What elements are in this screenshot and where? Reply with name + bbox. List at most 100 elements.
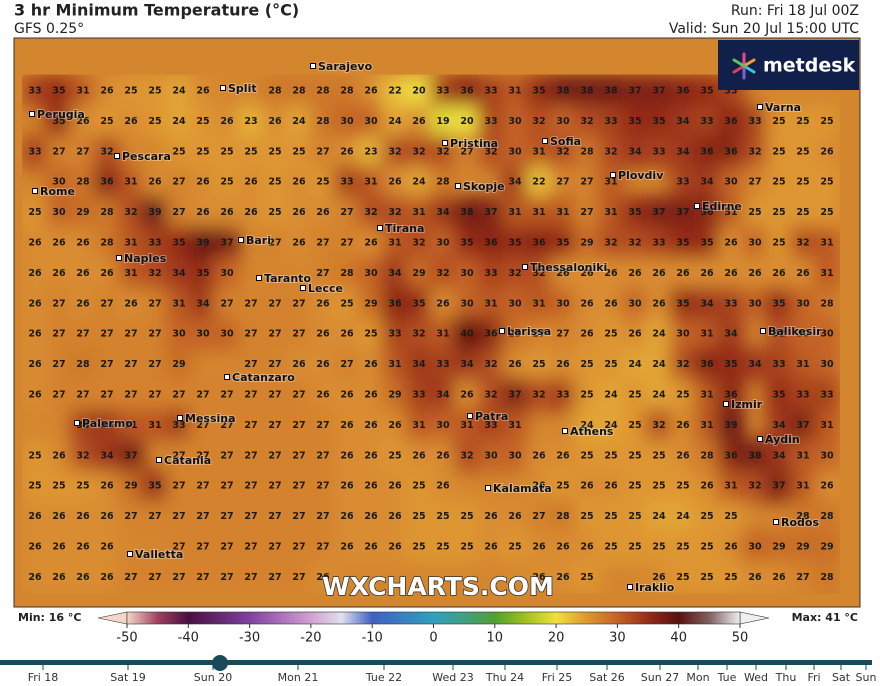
temperature-value: 39: [724, 420, 737, 431]
temperature-cell: [598, 500, 624, 533]
city-marker: [610, 172, 616, 178]
temperature-value: 26: [28, 329, 42, 340]
temperature-value: 28: [820, 511, 834, 522]
temperature-cell: [22, 561, 48, 594]
timeline-handle[interactable]: [212, 655, 228, 671]
temperature-cell: [694, 378, 720, 412]
temperature-value: 36: [460, 86, 474, 97]
timeline-label[interactable]: Sat: [832, 671, 851, 684]
temperature-cell: [310, 257, 336, 290]
temperature-cell: [670, 470, 696, 503]
temperature-value: 26: [604, 268, 618, 279]
temperature-cell: [406, 257, 432, 290]
temperature-cell: [694, 196, 720, 229]
temperature-cell: [190, 287, 216, 320]
temperature-value: 33: [76, 420, 89, 431]
timeline-label[interactable]: Fri: [807, 671, 820, 684]
timeline-label[interactable]: Mon 21: [278, 671, 319, 684]
timeline-label[interactable]: Tue 22: [365, 671, 402, 684]
temperature-value: 35: [772, 390, 785, 401]
timeline-label[interactable]: Mon: [686, 671, 709, 684]
temperature-value: 26: [52, 572, 66, 583]
temperature-value: 27: [196, 420, 209, 431]
temperature-cell: [214, 166, 240, 199]
temperature-value: 31: [532, 207, 545, 218]
timeline-label[interactable]: Sat 19: [110, 671, 146, 684]
temperature-cell: [550, 257, 576, 290]
temperature-value: 26: [244, 177, 258, 188]
temperature-value: 31: [124, 238, 137, 249]
temperature-cell: [46, 257, 72, 290]
temperature-value: 32: [436, 268, 449, 279]
timeline-label[interactable]: Sun: [856, 671, 877, 684]
temperature-cell: [46, 105, 72, 138]
temperature-cell: [814, 470, 840, 503]
temperature-cell: [718, 318, 744, 351]
temperature-cell: [286, 135, 312, 168]
temperature-value: 35: [628, 207, 641, 218]
temperature-cell: [550, 196, 576, 229]
timeline-label[interactable]: Thu: [775, 671, 797, 684]
temperature-cell: [262, 470, 288, 503]
temperature-value: 27: [268, 420, 281, 431]
temperature-value: 26: [52, 238, 66, 249]
temperature-value: 25: [292, 146, 305, 157]
timeline-label[interactable]: Fri 18: [28, 671, 59, 684]
temperature-value: 32: [364, 207, 377, 218]
timeline-label[interactable]: Tue: [717, 671, 737, 684]
timeline-label[interactable]: Wed 23: [432, 671, 473, 684]
temperature-cell: [502, 318, 528, 351]
temperature-cell: [598, 470, 624, 503]
temperature-cell: [646, 409, 672, 442]
temperature-value: 27: [268, 572, 281, 583]
temperature-value: 27: [172, 207, 185, 218]
temperature-cell: [190, 409, 216, 442]
timeline-label[interactable]: Sun 27: [641, 671, 679, 684]
temperature-cell: [790, 530, 816, 564]
temperature-value: 26: [772, 268, 786, 279]
temperature-cell: [238, 500, 264, 533]
temperature-cell: [598, 287, 624, 320]
temperature-cell: [550, 470, 576, 503]
temperature-cell: [262, 226, 288, 260]
timeline-label[interactable]: Sun 20: [194, 671, 232, 684]
temperature-value: 26: [724, 542, 738, 553]
temperature-value: 26: [340, 146, 354, 157]
temperature-value: 32: [748, 146, 761, 157]
timeline-label[interactable]: Thu 24: [485, 671, 524, 684]
timeline-label[interactable]: Wed: [744, 671, 768, 684]
temperature-cell: [118, 348, 144, 381]
temperature-value: 26: [532, 450, 546, 461]
temperature-value: 30: [676, 329, 690, 340]
temperature-value: 32: [556, 146, 569, 157]
temperature-cell: [22, 257, 48, 290]
temperature-value: 27: [100, 329, 113, 340]
temperature-value: 25: [316, 177, 329, 188]
temperature-value: 32: [484, 146, 497, 157]
temperature-cell: [598, 226, 624, 260]
temperature-value: 27: [796, 572, 809, 583]
temperature-cell: [622, 348, 648, 381]
temperature-value: 27: [244, 450, 257, 461]
temperature-cell: [382, 348, 408, 381]
temperature-cell: [382, 318, 408, 351]
temperature-cell: [718, 196, 744, 229]
temperature-value: 27: [100, 390, 113, 401]
temperature-value: 32: [100, 146, 113, 157]
temperature-value: 27: [580, 207, 593, 218]
temperature-value: 25: [772, 146, 785, 157]
temperature-value: 32: [628, 238, 641, 249]
temperature-value: 20: [412, 86, 426, 97]
timeline-label[interactable]: Fri 25: [542, 671, 573, 684]
temperature-cell: [526, 196, 552, 229]
temperature-cell: [670, 257, 696, 290]
timeline-label[interactable]: Sat 26: [589, 671, 625, 684]
temperature-cell: [526, 257, 552, 290]
temperature-cell: [742, 287, 768, 320]
temperature-value: 32: [748, 481, 761, 492]
temperature-value: 25: [244, 146, 257, 157]
temperature-cell: [46, 166, 72, 199]
temperature-value: 26: [76, 238, 90, 249]
temperature-cell: [574, 348, 600, 381]
temperature-cell: [238, 409, 264, 442]
